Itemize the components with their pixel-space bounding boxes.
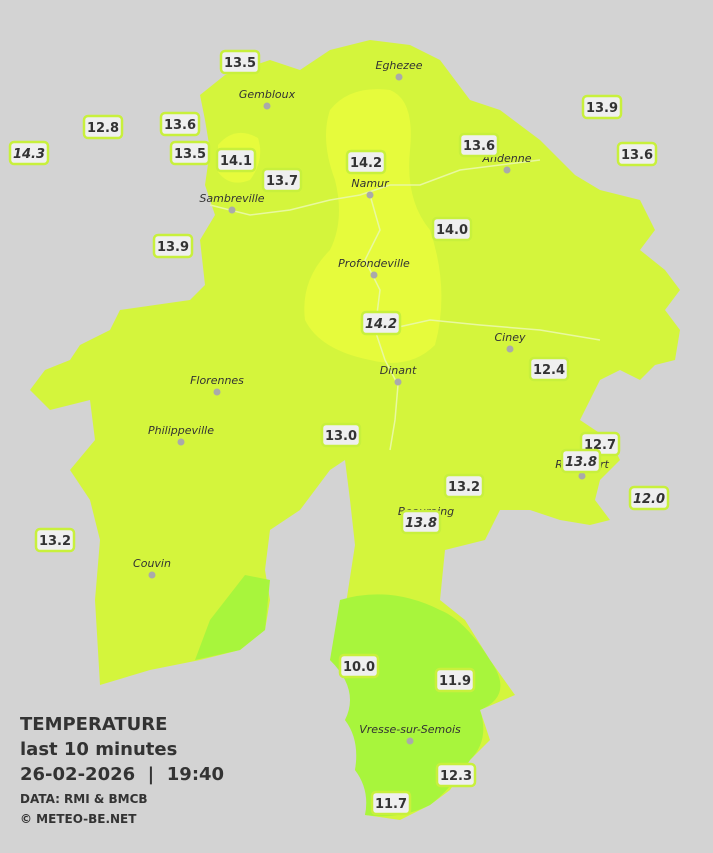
station-badge (219, 49, 261, 75)
town-dot (395, 73, 403, 81)
station-badge (400, 509, 442, 535)
station-badge (82, 114, 124, 140)
station-badge (434, 667, 476, 693)
station-badge (528, 356, 570, 382)
town-dot (366, 191, 374, 199)
station-badge (443, 473, 485, 499)
station-badge (320, 422, 362, 448)
station-temperature: 12.0 (633, 492, 665, 507)
station-temperature: 11.9 (439, 674, 471, 689)
town-label: Profondeville (338, 257, 410, 270)
station-badge (628, 485, 670, 511)
town-dot (148, 571, 156, 579)
station-temperature: 12.3 (440, 769, 472, 784)
station-badge (370, 790, 412, 816)
town-label: Sambreville (199, 192, 264, 205)
station-temperature: 13.5 (174, 147, 206, 162)
town-label: Vresse-sur-Semois (359, 723, 461, 736)
river (209, 159, 541, 216)
town-label: Ciney (495, 331, 526, 344)
station-temperature: 10.0 (343, 660, 375, 675)
cold-zone (195, 575, 270, 660)
station-temperature: 13.0 (325, 429, 357, 444)
town-dot (177, 438, 185, 446)
town-dot (406, 737, 414, 745)
station-badge (215, 147, 257, 173)
station-temperature: 12.4 (533, 363, 565, 378)
town-dot (506, 345, 514, 353)
station-temperature: 14.3 (13, 147, 45, 162)
town-label: Dinant (380, 364, 417, 377)
station-temperature: 13.6 (621, 148, 653, 163)
station-badge (616, 141, 658, 167)
station-badge (34, 527, 76, 553)
station-temperature: 13.2 (448, 480, 480, 495)
station-badge (581, 94, 623, 120)
station-badge (345, 149, 387, 175)
legend-datetime: 26-02-2026 | 19:40 (20, 764, 224, 785)
cold-zone (330, 594, 501, 817)
town-label: Eghezee (376, 59, 423, 72)
station-badge (338, 653, 380, 679)
town-label: Namur (351, 177, 390, 190)
station-temperature: 14.0 (436, 223, 468, 238)
station-temperature: 13.6 (164, 118, 196, 133)
station-badge (169, 140, 211, 166)
town-label: Florennes (190, 374, 244, 387)
town-label: Philippeville (148, 424, 214, 437)
legend-period: last 10 minutes (20, 739, 177, 760)
legend-source: DATA: RMI & BMCB (20, 792, 148, 806)
river (384, 319, 601, 341)
town-dot (213, 388, 221, 396)
station-badge (560, 448, 602, 474)
warm-zone (304, 89, 442, 363)
station-temperature: 13.2 (39, 534, 71, 549)
town-dot (370, 271, 378, 279)
town-dot (228, 206, 236, 214)
station-badge (360, 310, 402, 336)
station-temperature: 14.2 (350, 156, 382, 171)
station-temperature: 13.6 (463, 139, 495, 154)
station-badge (431, 216, 473, 242)
station-temperature: 14.2 (365, 317, 397, 332)
station-badge (8, 140, 50, 166)
station-badge (458, 132, 500, 158)
town-dot (578, 472, 586, 480)
station-temperature: 13.8 (565, 455, 597, 470)
station-badge (152, 233, 194, 259)
town-label: Gembloux (239, 88, 296, 101)
station-temperature: 14.1 (220, 154, 252, 169)
station-badge (159, 111, 201, 137)
legend-copyright: © METEO-BE.NET (20, 812, 137, 826)
town-dot (263, 102, 271, 110)
station-temperature: 13.9 (586, 101, 618, 116)
town-dot (394, 378, 402, 386)
station-temperature: 12.8 (87, 121, 119, 136)
station-badge (435, 762, 477, 788)
station-temperature: 13.9 (157, 240, 189, 255)
legend-title: TEMPERATURE (20, 714, 167, 735)
station-temperature: 13.5 (224, 56, 256, 71)
station-temperature: 13.7 (266, 174, 298, 189)
station-temperature: 13.8 (405, 516, 437, 531)
station-badge (261, 167, 303, 193)
town-dot (503, 166, 511, 174)
town-label: Couvin (133, 557, 171, 570)
station-temperature: 11.7 (375, 797, 407, 812)
